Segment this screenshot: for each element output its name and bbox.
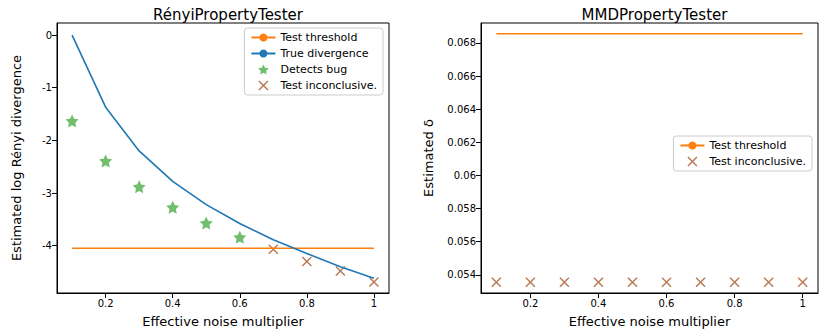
svg-text:Detects bug: Detects bug	[280, 63, 347, 76]
svg-text:0.8: 0.8	[299, 298, 315, 309]
svg-text:Estimated δ: Estimated δ	[421, 119, 436, 197]
svg-text:Effective noise multiplier: Effective noise multiplier	[142, 314, 304, 329]
svg-text:0.2: 0.2	[522, 298, 538, 309]
svg-text:Estimated log Rényi divergence: Estimated log Rényi divergence	[9, 55, 24, 261]
svg-text:MMDPropertyTester: MMDPropertyTester	[582, 6, 729, 24]
svg-text:True divergence: True divergence	[279, 47, 368, 60]
svg-text:RényiPropertyTester: RényiPropertyTester	[153, 6, 304, 24]
svg-text:0.068: 0.068	[447, 37, 476, 48]
svg-text:0: 0	[46, 30, 52, 41]
svg-text:1: 1	[799, 298, 805, 309]
svg-text:1: 1	[371, 298, 377, 309]
svg-text:Test threshold: Test threshold	[279, 31, 357, 44]
svg-text:0.2: 0.2	[98, 298, 114, 309]
svg-text:Test threshold: Test threshold	[708, 139, 786, 152]
svg-text:0.056: 0.056	[447, 236, 476, 247]
svg-text:0.6: 0.6	[659, 298, 675, 309]
svg-text:0.4: 0.4	[590, 298, 606, 309]
svg-text:-4: -4	[42, 240, 52, 251]
svg-text:-2: -2	[42, 135, 52, 146]
svg-text:-1: -1	[42, 82, 52, 93]
svg-text:0.062: 0.062	[447, 137, 476, 148]
svg-text:0.058: 0.058	[447, 203, 476, 214]
svg-text:0.06: 0.06	[454, 170, 476, 181]
svg-text:Test inconclusive.: Test inconclusive.	[708, 155, 806, 168]
svg-text:Test inconclusive.: Test inconclusive.	[279, 79, 377, 92]
svg-text:0.064: 0.064	[447, 104, 476, 115]
svg-text:0.8: 0.8	[727, 298, 743, 309]
svg-text:0.054: 0.054	[447, 269, 476, 280]
svg-text:-3: -3	[42, 188, 52, 199]
svg-text:0.6: 0.6	[232, 298, 248, 309]
svg-text:0.4: 0.4	[165, 298, 181, 309]
svg-text:0.066: 0.066	[447, 71, 476, 82]
svg-text:Effective noise multiplier: Effective noise multiplier	[569, 314, 731, 329]
